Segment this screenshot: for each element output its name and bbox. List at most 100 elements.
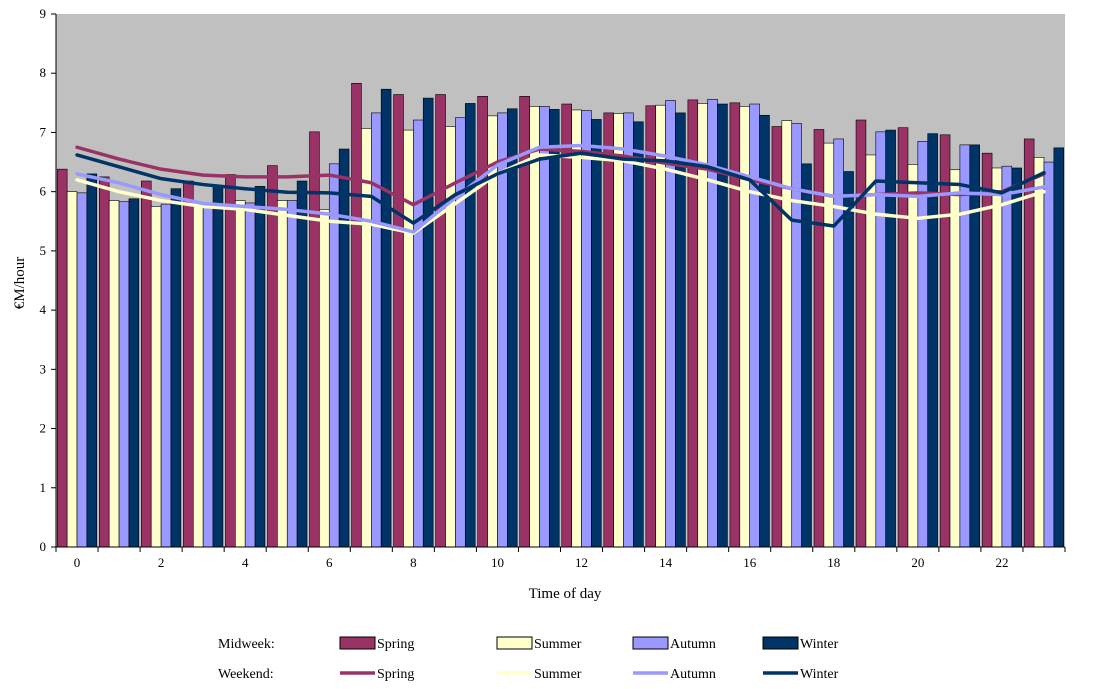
- bar-summer-hour-0: [66, 191, 78, 548]
- bar-autumn-hour-4: [244, 202, 256, 548]
- line-autumn-weekend: [75, 143, 1046, 234]
- bar-winter-hour-11: [549, 109, 560, 548]
- bar-winter-hour-0: [86, 173, 98, 548]
- bar-autumn-hour-16: [749, 103, 760, 548]
- legend-label-summer: Summer: [534, 667, 582, 682]
- bar-spring-hour-4: [225, 174, 236, 548]
- bar-spring-hour-8: [393, 94, 404, 548]
- bar-autumn-hour-3: [202, 206, 214, 548]
- bar-summer-hour-1: [108, 200, 120, 548]
- y-tick-label: 3: [40, 361, 47, 376]
- bar-spring-hour-20: [897, 127, 909, 548]
- y-tick-label: 0: [40, 539, 47, 554]
- bar-spring-hour-5: [267, 165, 278, 548]
- bar-spring-hour-7: [351, 82, 362, 548]
- legend-label-summer: Summer: [534, 637, 582, 652]
- plot-area: [56, 14, 1065, 547]
- x-tick-label: 8: [410, 555, 417, 570]
- x-tick-label: 20: [911, 555, 924, 570]
- x-tick-label: 0: [74, 555, 81, 570]
- bar-autumn-hour-14: [665, 100, 676, 548]
- bar-winter-hour-4: [254, 186, 266, 548]
- legend-label-spring: Spring: [377, 637, 414, 652]
- legend-swatch-spring: [339, 636, 376, 650]
- bar-autumn-hour-13: [623, 112, 634, 548]
- bar-winter-hour-2: [170, 188, 182, 548]
- bar-spring-hour-10: [477, 96, 488, 548]
- bar-autumn-hour-1: [118, 201, 130, 548]
- bar-winter-hour-5: [296, 180, 308, 548]
- legend-swatch-autumn: [632, 636, 669, 650]
- bar-autumn-hour-5: [286, 200, 298, 548]
- bar-winter-hour-18: [843, 171, 854, 548]
- y-tick-label: 2: [40, 421, 47, 436]
- x-tick-label: 18: [827, 555, 840, 570]
- bar-winter-hour-21: [969, 144, 980, 548]
- bar-summer-hour-7: [361, 128, 372, 548]
- bar-winter-hour-14: [675, 112, 686, 548]
- bar-summer-hour-6: [319, 209, 330, 548]
- bar-summer-hour-4: [235, 200, 246, 548]
- bar-summer-hour-13: [613, 113, 624, 548]
- x-tick-label: 6: [326, 555, 333, 570]
- bar-winter-hour-23: [1053, 147, 1065, 548]
- bar-spring-hour-1: [99, 176, 110, 548]
- bar-autumn-hour-20: [917, 141, 929, 548]
- bar-winter-hour-10: [507, 108, 518, 548]
- bar-winter-hour-8: [422, 97, 434, 548]
- legend-label-winter: Winter: [800, 637, 839, 652]
- legend-row-label: Midweek:: [218, 637, 275, 652]
- legend-row-label: Weekend:: [218, 667, 274, 682]
- bar-winter-hour-9: [464, 103, 476, 548]
- bar-summer-hour-16: [739, 106, 750, 548]
- bar-autumn-hour-21: [959, 144, 971, 548]
- x-tick-label: 2: [158, 555, 165, 570]
- y-tick-label: 1: [40, 480, 47, 495]
- bar-spring-hour-21: [939, 134, 951, 548]
- x-tick-label: 16: [743, 555, 757, 570]
- y-tick-label: 9: [40, 6, 47, 21]
- bar-spring-hour-23: [1023, 138, 1035, 548]
- bar-summer-hour-21: [949, 169, 961, 548]
- bar-summer-hour-11: [529, 106, 540, 548]
- bar-winter-hour-6: [338, 148, 350, 548]
- line-winter-weekend: [75, 151, 1046, 228]
- bar-spring-hour-12: [561, 103, 572, 548]
- bar-autumn-hour-18: [833, 138, 844, 548]
- bar-spring-hour-0: [56, 168, 68, 548]
- y-tick-label: 8: [40, 65, 47, 80]
- bar-autumn-hour-11: [539, 106, 550, 548]
- bar-spring-hour-9: [435, 94, 446, 548]
- legend-label-autumn: Autumn: [670, 637, 716, 652]
- legend-label-winter: Winter: [800, 667, 839, 682]
- bar-summer-hour-5: [277, 200, 288, 548]
- x-tick-label: 12: [575, 555, 588, 570]
- bar-summer-hour-20: [907, 164, 919, 548]
- bar-spring-hour-14: [645, 105, 657, 548]
- bar-spring-hour-3: [183, 180, 194, 548]
- bar-summer-hour-12: [571, 109, 582, 548]
- bar-summer-hour-9: [445, 126, 456, 548]
- y-tick-label: 7: [40, 124, 47, 139]
- bar-spring-hour-13: [603, 112, 614, 548]
- bar-autumn-hour-7: [371, 112, 382, 548]
- bar-winter-hour-3: [212, 186, 224, 548]
- bar-summer-hour-14: [655, 104, 666, 548]
- x-tick-label: 10: [491, 555, 504, 570]
- bar-summer-hour-2: [150, 206, 162, 548]
- legend-swatch-summer: [496, 636, 533, 650]
- bar-summer-hour-3: [192, 206, 204, 548]
- bar-winter-hour-13: [633, 121, 644, 548]
- y-tick-label: 5: [40, 243, 47, 258]
- bar-summer-hour-8: [403, 129, 414, 548]
- bar-autumn-hour-22: [1001, 165, 1013, 548]
- bar-winter-hour-12: [591, 119, 602, 548]
- bar-autumn-hour-8: [413, 119, 424, 548]
- bar-autumn-hour-12: [581, 110, 592, 548]
- y-tick-label: 4: [40, 302, 47, 317]
- legend-swatch-winter: [762, 636, 799, 650]
- bar-summer-hour-22: [991, 167, 1003, 548]
- bar-spring-hour-19: [855, 119, 867, 548]
